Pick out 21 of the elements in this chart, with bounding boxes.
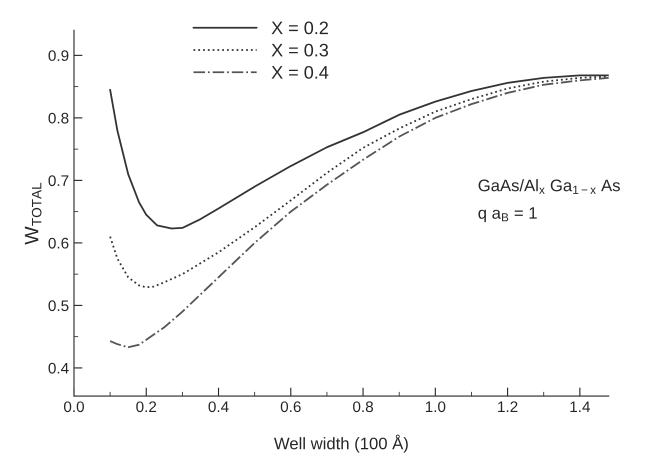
y-tick-label: 0.5 <box>48 300 68 312</box>
y-axis-title: W$_{TOTAL}$ <box>24 182 42 245</box>
x-tick-label: 0.2 <box>136 401 156 412</box>
annotation: GaAs/Al$_{x}$ Ga$_{1−x}$ As <box>478 179 620 194</box>
y-tick-label: 0.4 <box>48 362 69 374</box>
annotation: q a$_{B}$ = 1 <box>478 207 537 222</box>
x-tick-label: 0.4 <box>208 401 229 412</box>
y-tick-label: 0.6 <box>48 238 68 249</box>
x-tick-label: 0.8 <box>353 401 374 412</box>
y-tick-label: 0.8 <box>48 112 68 124</box>
legend-label: X = 0.4 <box>272 66 328 79</box>
legend-label: X = 0.2 <box>272 21 328 34</box>
legend-label: X = 0.3 <box>272 44 328 57</box>
x-axis-title: Well width (100 Å) <box>274 434 408 453</box>
x-tick-label: 1.4 <box>570 401 590 412</box>
y-tick-label: 0.7 <box>48 175 68 186</box>
x-tick-label: 1.2 <box>498 401 518 412</box>
x-tick-label: 0.0 <box>64 401 84 412</box>
x-tick-label: 1.0 <box>426 401 446 412</box>
y-tick-label: 0.9 <box>48 50 68 62</box>
x-tick-label: 0.6 <box>280 401 301 412</box>
